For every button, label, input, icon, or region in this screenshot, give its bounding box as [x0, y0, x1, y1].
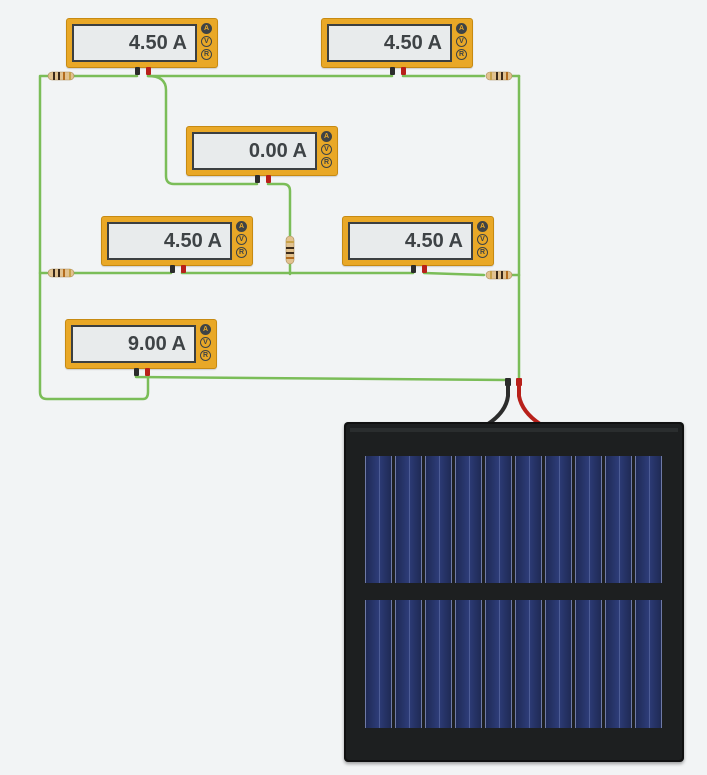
- meter-display: 0.00 A: [192, 132, 317, 170]
- solar-cell: [605, 600, 632, 728]
- ammeter-mode-button[interactable]: A: [456, 23, 467, 34]
- probe-negative[interactable]: [134, 368, 139, 376]
- multimeter-mid-right[interactable]: 4.50 A A V R: [342, 216, 494, 273]
- ammeter-mode-button[interactable]: A: [321, 131, 332, 142]
- solar-cell: [635, 456, 662, 583]
- solar-cell: [545, 456, 572, 583]
- wire-mid-branch: [72, 271, 486, 277]
- ammeter-mode-button[interactable]: A: [200, 324, 211, 335]
- wire-left-rail: [38, 74, 150, 401]
- solar-cell: [365, 456, 392, 583]
- solar-cell: [365, 600, 392, 728]
- probe-positive[interactable]: [146, 67, 151, 75]
- ohmmeter-mode-button[interactable]: R: [201, 49, 212, 60]
- voltmeter-mode-button[interactable]: V: [236, 234, 247, 245]
- solar-cell: [485, 456, 512, 583]
- meter-display: 4.50 A: [72, 24, 197, 62]
- resistor-top-left: [47, 71, 75, 81]
- solar-cell: [515, 456, 542, 583]
- solar-cell: [425, 456, 452, 583]
- ohmmeter-mode-button[interactable]: R: [200, 350, 211, 361]
- multimeter-center[interactable]: 0.00 A A V R: [186, 126, 338, 183]
- multimeter-mid-left[interactable]: 4.50 A A V R: [101, 216, 253, 273]
- resistor-mid-right: [485, 270, 513, 280]
- solar-cell: [425, 600, 452, 728]
- resistor-mid-left: [47, 268, 75, 278]
- wire-center-link: [146, 74, 259, 186]
- voltmeter-mode-button[interactable]: V: [456, 36, 467, 47]
- solar-cell: [455, 456, 482, 583]
- multimeter-top-left[interactable]: 4.50 A A V R: [66, 18, 218, 75]
- voltmeter-mode-button[interactable]: V: [201, 36, 212, 47]
- panel-lead-negative: [486, 378, 510, 426]
- ammeter-mode-button[interactable]: A: [201, 23, 212, 34]
- probe-negative[interactable]: [411, 265, 416, 273]
- ohmmeter-mode-button[interactable]: R: [321, 157, 332, 168]
- voltmeter-mode-button[interactable]: V: [477, 234, 488, 245]
- solar-cell: [575, 600, 602, 728]
- probe-negative[interactable]: [135, 67, 140, 75]
- solar-cell: [575, 456, 602, 583]
- solar-cell: [545, 600, 572, 728]
- resistor-top-right: [485, 71, 513, 81]
- probe-negative[interactable]: [170, 265, 175, 273]
- mode-selector[interactable]: A V R: [201, 23, 213, 60]
- probe-positive[interactable]: [266, 175, 271, 183]
- ammeter-mode-button[interactable]: A: [477, 221, 488, 232]
- mode-selector[interactable]: A V R: [321, 131, 333, 168]
- ohmmeter-mode-button[interactable]: R: [456, 49, 467, 60]
- multimeter-bottom[interactable]: 9.00 A A V R: [65, 319, 217, 376]
- meter-display: 4.50 A: [348, 222, 473, 260]
- mode-selector[interactable]: A V R: [456, 23, 468, 60]
- probe-positive[interactable]: [145, 368, 150, 376]
- voltmeter-mode-button[interactable]: V: [200, 337, 211, 348]
- ohmmeter-mode-button[interactable]: R: [236, 247, 247, 258]
- solar-cell: [395, 456, 422, 583]
- mode-selector[interactable]: A V R: [200, 324, 212, 361]
- mode-selector[interactable]: A V R: [477, 221, 489, 258]
- panel-lead-positive: [517, 378, 542, 426]
- solar-cell: [455, 600, 482, 728]
- voltmeter-mode-button[interactable]: V: [321, 144, 332, 155]
- meter-display: 4.50 A: [327, 24, 452, 62]
- ammeter-mode-button[interactable]: A: [236, 221, 247, 232]
- ohmmeter-mode-button[interactable]: R: [477, 247, 488, 258]
- resistor-center-vertical: [285, 235, 295, 265]
- multimeter-top-right[interactable]: 4.50 A A V R: [321, 18, 473, 75]
- probe-positive[interactable]: [181, 265, 186, 273]
- probe-negative[interactable]: [255, 175, 260, 183]
- meter-display: 4.50 A: [107, 222, 232, 260]
- solar-panel[interactable]: [344, 422, 684, 762]
- probe-positive[interactable]: [422, 265, 427, 273]
- solar-cell: [485, 600, 512, 728]
- solar-cell: [395, 600, 422, 728]
- meter-display: 9.00 A: [71, 325, 196, 363]
- probe-positive[interactable]: [401, 67, 406, 75]
- wire-bottom-branch: [134, 370, 510, 382]
- mode-selector[interactable]: A V R: [236, 221, 248, 258]
- probe-negative[interactable]: [390, 67, 395, 75]
- solar-cell: [605, 456, 632, 583]
- solar-cell: [515, 600, 542, 728]
- solar-cell: [635, 600, 662, 728]
